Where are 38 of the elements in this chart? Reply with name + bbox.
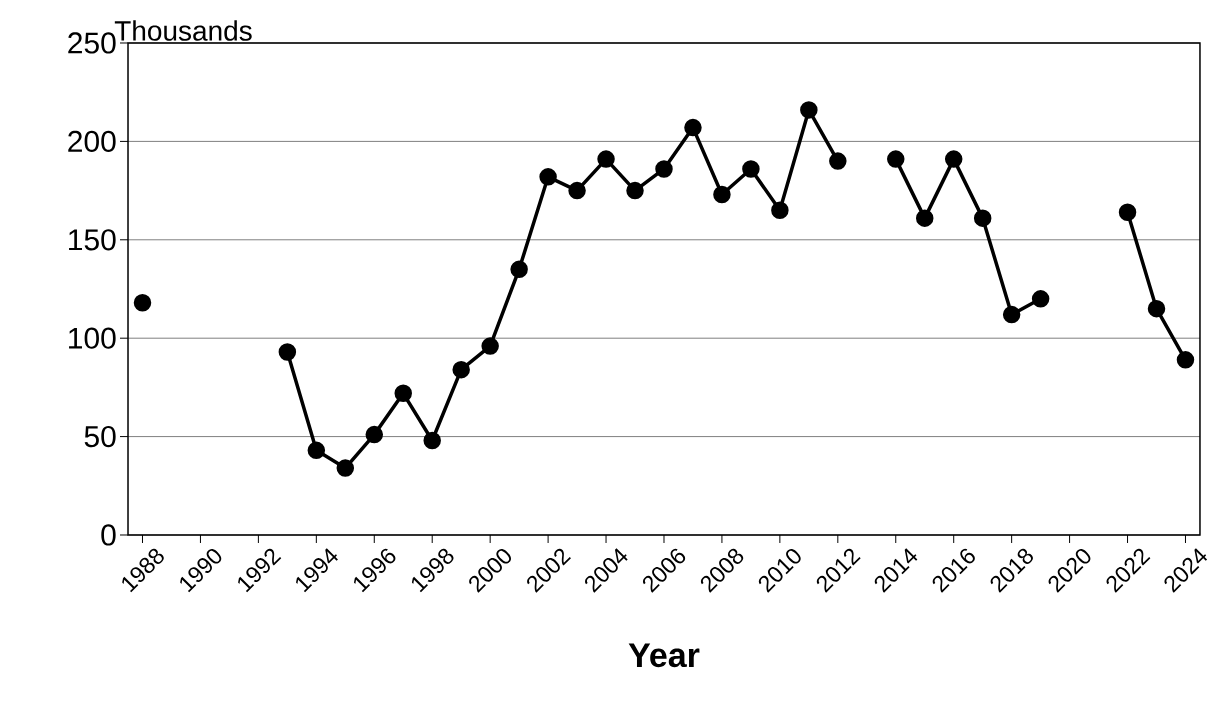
point bbox=[944, 150, 963, 168]
point bbox=[829, 152, 847, 170]
point bbox=[394, 384, 412, 403]
point bbox=[771, 201, 789, 220]
point bbox=[887, 150, 905, 168]
point bbox=[915, 209, 934, 227]
y-tick-label: 250 bbox=[68, 32, 116, 54]
point bbox=[597, 150, 615, 168]
point bbox=[655, 160, 673, 178]
point bbox=[481, 337, 499, 355]
point bbox=[742, 160, 760, 178]
point bbox=[423, 431, 441, 450]
point bbox=[713, 185, 731, 204]
point bbox=[684, 118, 702, 137]
point bbox=[539, 168, 557, 186]
y-tick-label: 150 bbox=[69, 229, 116, 251]
point bbox=[973, 209, 992, 227]
y-tick-label: 50 bbox=[84, 425, 116, 448]
point bbox=[1118, 203, 1137, 221]
point bbox=[307, 441, 326, 460]
point bbox=[278, 343, 297, 361]
point bbox=[1031, 290, 1050, 308]
y-tick-label: 0 bbox=[101, 524, 116, 546]
y-axis-title: Thousands bbox=[114, 20, 252, 41]
point bbox=[1147, 299, 1166, 318]
point bbox=[800, 101, 818, 119]
point bbox=[626, 181, 644, 200]
point bbox=[365, 425, 384, 444]
point bbox=[336, 459, 355, 477]
point bbox=[568, 181, 586, 200]
point bbox=[1002, 305, 1021, 324]
y-tick-label: 200 bbox=[68, 130, 116, 153]
point bbox=[1176, 351, 1195, 369]
point bbox=[452, 360, 470, 379]
point bbox=[133, 294, 152, 312]
point bbox=[510, 260, 528, 279]
x-axis-title: Year bbox=[628, 643, 700, 668]
y-tick-label: 100 bbox=[69, 327, 116, 349]
